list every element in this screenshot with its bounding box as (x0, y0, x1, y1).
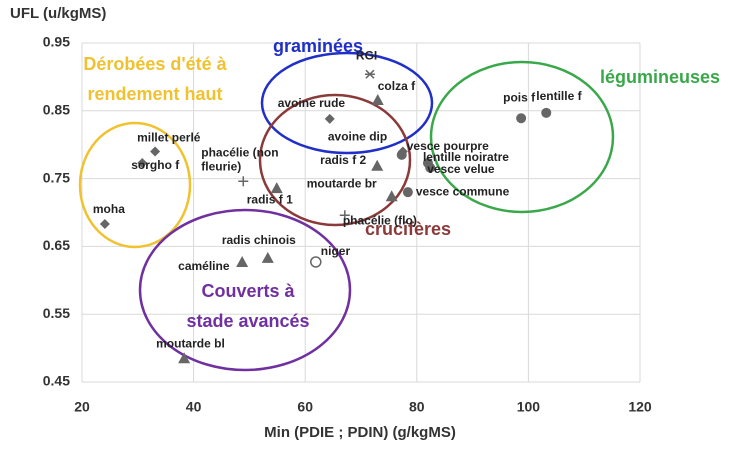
x-tick-label: 100 (517, 399, 541, 415)
group-ellipse (429, 60, 615, 214)
x-axis-title: Min (PDIE ; PDIN) (g/kgMS) (264, 424, 456, 441)
point (516, 113, 527, 124)
point (270, 182, 283, 194)
point-label: radis f 2 (320, 153, 366, 167)
y-tick-label: 0.75 (43, 169, 70, 185)
x-tick-label: 60 (297, 399, 313, 415)
point-label: moutarde bl (156, 336, 225, 350)
group-label: rendement haut (87, 84, 222, 104)
point (99, 219, 110, 230)
point-label: RGI (356, 48, 377, 62)
point-label: moha (93, 202, 125, 216)
point (364, 69, 375, 79)
point-label: phacélie (flo) (343, 213, 417, 227)
group-label: crucifères (365, 219, 451, 239)
point (371, 93, 384, 105)
point-label: lentille noiratre (423, 150, 509, 164)
point (178, 352, 191, 364)
point-label: sorgho f (131, 158, 180, 172)
point-label: avoine rude (278, 96, 346, 110)
x-tick-label: 40 (186, 399, 202, 415)
point-label: niger (321, 244, 351, 258)
group-ellipse (258, 93, 412, 227)
point-label: vesce pourpre (407, 139, 489, 153)
point (137, 158, 148, 169)
group-label: légumineuses (600, 67, 720, 87)
point (339, 210, 350, 221)
point (310, 256, 322, 268)
group-label: Dérobées d'été à (83, 54, 227, 74)
point-label: lentille f (536, 89, 582, 103)
group-ellipse (260, 51, 434, 155)
point (385, 190, 398, 202)
point-label: avoine dip (328, 130, 387, 144)
point (396, 149, 407, 160)
y-tick-label: 0.65 (43, 237, 70, 253)
point (150, 146, 161, 157)
point-label: millet perlé (137, 131, 201, 145)
point (236, 255, 249, 267)
y-axis-title: UFL (u/kgMS) (10, 5, 106, 22)
group-label: graminées (273, 36, 363, 56)
point (402, 187, 413, 198)
point-label: vesce commune (416, 184, 510, 198)
x-tick-label: 20 (74, 399, 90, 415)
point (541, 107, 552, 118)
point-label: colza f (378, 79, 416, 93)
point-label: pois f (503, 90, 536, 104)
y-tick-label: 0.45 (43, 373, 70, 389)
group-label: stade avancés (186, 311, 309, 331)
group-ellipse (138, 208, 352, 372)
y-tick-label: 0.55 (43, 305, 70, 321)
x-tick-label: 80 (409, 399, 425, 415)
y-tick-label: 0.95 (43, 34, 70, 50)
point (261, 251, 274, 263)
point-label: fleurie) (201, 159, 241, 173)
group-ellipse (78, 121, 192, 249)
point (324, 113, 335, 124)
point-label: vesce velue (427, 162, 495, 176)
point (425, 162, 436, 173)
point (371, 159, 384, 171)
point-label: moutarde br (307, 176, 377, 190)
point (238, 176, 249, 187)
point-label: caméline (178, 259, 230, 273)
point-label: phacélie (non (201, 145, 278, 159)
point-label: radis chinois (222, 233, 296, 247)
group-label: Couverts à (201, 281, 295, 301)
y-tick-label: 0.85 (43, 102, 70, 118)
x-tick-label: 120 (628, 399, 652, 415)
point-label: radis f 1 (247, 192, 293, 206)
